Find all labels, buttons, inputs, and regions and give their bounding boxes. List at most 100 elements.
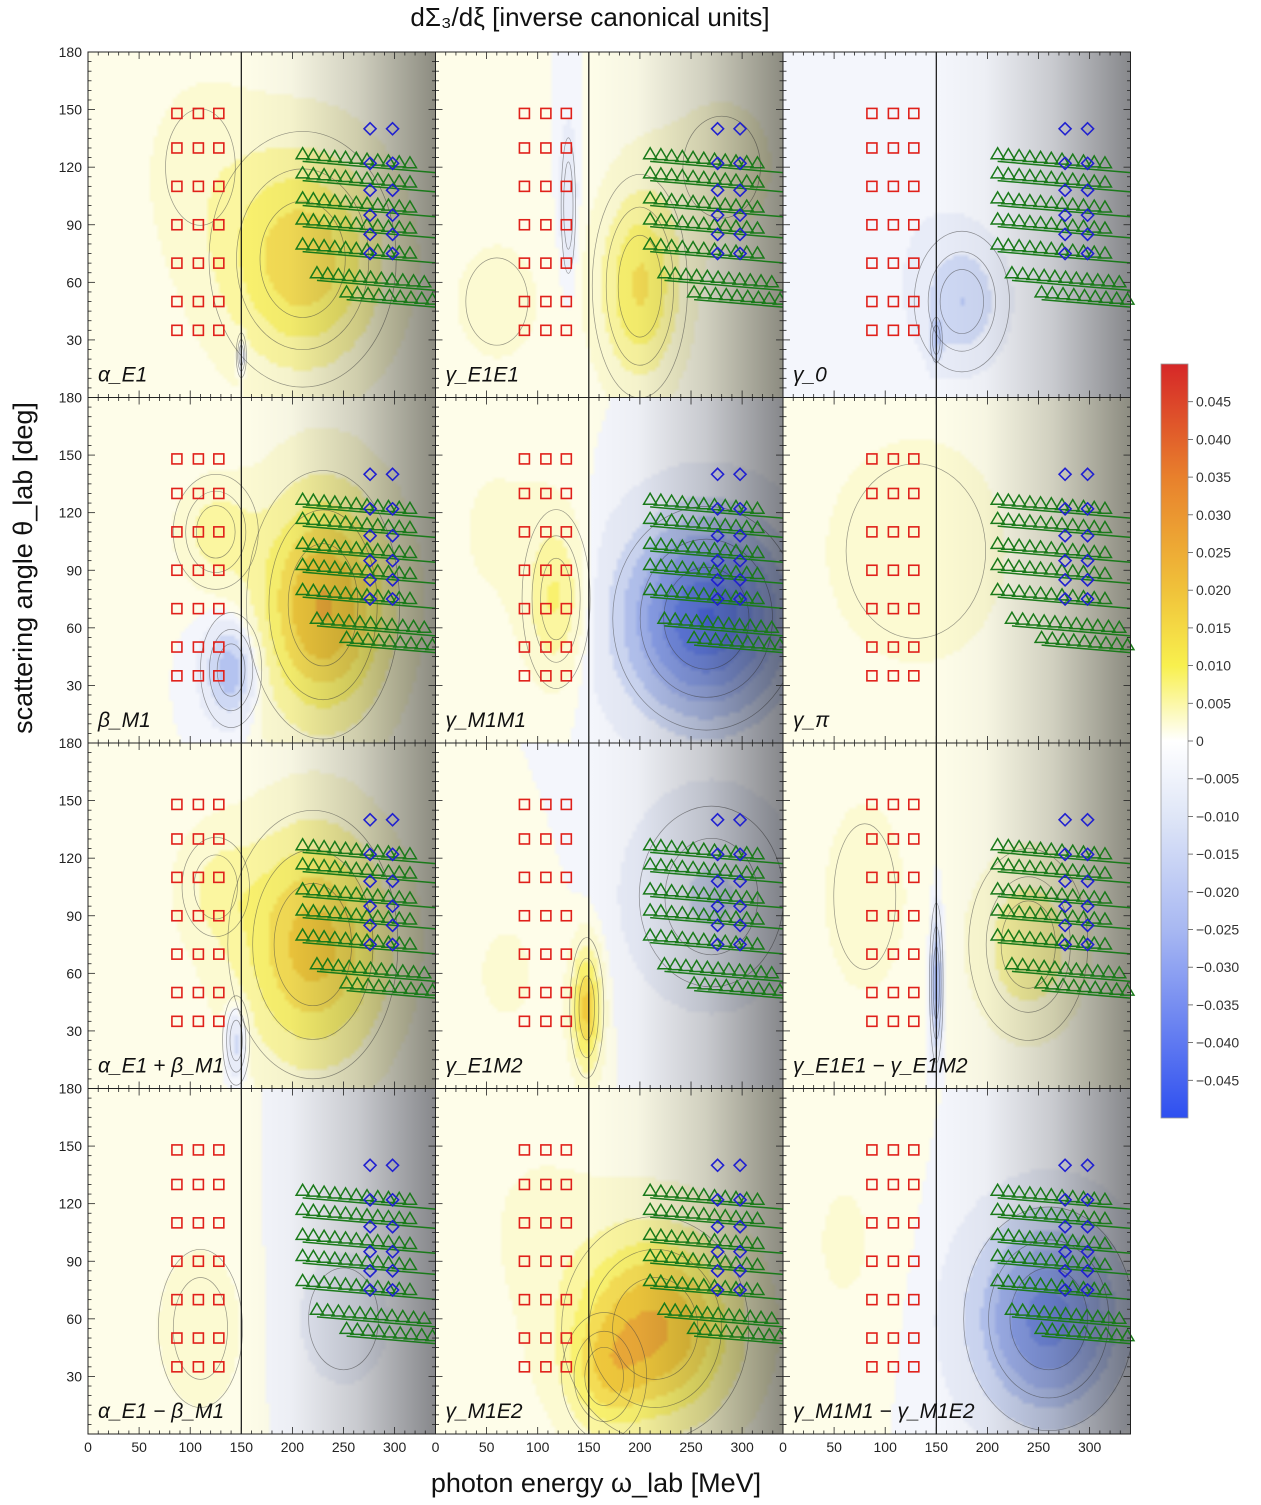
triangle-marker <box>327 1185 343 1199</box>
diamond-marker <box>1057 1263 1073 1278</box>
colorbar-tick-label: 0.020 <box>1196 582 1231 598</box>
square-marker <box>866 564 878 577</box>
square-marker <box>171 257 183 269</box>
triangle-row-line <box>650 851 784 865</box>
triangle-marker <box>373 1307 390 1321</box>
triangle-marker <box>1022 513 1038 527</box>
triangle-marker <box>359 516 375 530</box>
square-marker <box>213 1293 225 1306</box>
square-marker <box>213 602 225 615</box>
diamond-marker <box>1057 246 1073 261</box>
diamond-marker <box>732 467 748 482</box>
y-tick-label: 150 <box>59 102 83 118</box>
diamond-marker <box>362 937 378 952</box>
y-tick-label: 120 <box>59 159 83 175</box>
triangle-marker <box>706 170 723 185</box>
panel-label: α_E1 + β_M1 <box>98 1055 224 1078</box>
square-marker <box>866 295 878 308</box>
y-tick-label: 30 <box>66 332 82 348</box>
triangle-marker <box>403 1326 419 1340</box>
triangle-marker <box>294 190 311 204</box>
triangle-marker <box>739 1325 756 1339</box>
colorbar-gradient <box>1160 363 1189 1119</box>
triangle-marker <box>674 1250 691 1264</box>
triangle-marker <box>348 885 365 900</box>
triangle-marker <box>1043 841 1060 856</box>
triangle-row-line <box>1011 279 1131 292</box>
triangle-marker <box>403 289 419 304</box>
triangle-marker <box>380 172 397 186</box>
triangle-marker <box>721 616 737 630</box>
colorbar-tick-label: −0.010 <box>1196 808 1239 824</box>
square-marker <box>908 948 920 960</box>
triangle-marker <box>1004 610 1020 624</box>
square-marker <box>518 453 531 465</box>
triangle-marker <box>1000 882 1017 896</box>
triangle-marker <box>674 839 691 854</box>
triangle-marker <box>728 1209 744 1223</box>
square-marker <box>171 1361 183 1373</box>
triangle-marker <box>402 591 418 605</box>
triangle-marker <box>1064 908 1081 923</box>
triangle-marker <box>1000 166 1017 180</box>
triangle-marker <box>663 213 680 227</box>
panel: 30 60 90 120 150 180 0 50 100 150 200 250 300 α_E1 − … <box>59 1081 441 1455</box>
high-energy-shading <box>936 1088 1131 1434</box>
high-energy-shading <box>936 743 1131 1089</box>
triangle-marker <box>316 192 332 206</box>
square-marker <box>908 1361 920 1373</box>
triangle-marker <box>1043 1206 1060 1220</box>
square-marker <box>213 798 225 811</box>
triangle-marker <box>685 149 701 164</box>
triangle-marker <box>674 148 691 163</box>
triangle-marker <box>348 515 365 529</box>
square-marker <box>192 295 205 308</box>
square-marker <box>192 871 205 884</box>
triangle-marker <box>337 885 354 899</box>
square-marker <box>908 1178 920 1191</box>
triangle-marker <box>402 846 418 860</box>
triangle-marker <box>706 861 723 876</box>
triangle-marker <box>1054 1188 1070 1202</box>
x-tick-label: 200 <box>281 1439 305 1455</box>
triangle-marker <box>1097 199 1113 213</box>
y-tick-label: 30 <box>66 1368 82 1384</box>
triangle-marker <box>370 287 387 301</box>
diamond-marker <box>732 528 748 543</box>
diamond-marker <box>732 246 748 261</box>
colorbar-tick-label: 0.015 <box>1196 620 1231 636</box>
triangle-marker <box>674 1185 691 1199</box>
triangle-marker <box>1043 496 1060 510</box>
square-marker <box>560 909 573 922</box>
triangle-marker <box>685 1251 701 1265</box>
triangle-marker <box>1011 213 1027 227</box>
triangle-marker <box>749 890 766 904</box>
triangle-marker <box>695 1187 712 1201</box>
diamond-marker <box>710 1282 725 1298</box>
high-energy-shading <box>588 52 783 398</box>
triangle-marker <box>305 237 322 251</box>
diamond-marker <box>732 1282 748 1298</box>
square-marker <box>518 1217 531 1229</box>
square-marker <box>213 1015 225 1028</box>
diamond-marker <box>710 572 725 587</box>
triangle-marker <box>370 978 387 992</box>
square-marker <box>213 1178 225 1191</box>
triangle-marker <box>416 965 433 979</box>
triangle-row-line <box>316 970 436 983</box>
diamond-marker <box>710 156 725 171</box>
colorbar-tick-label: −0.020 <box>1196 884 1239 900</box>
square-marker <box>518 1255 531 1268</box>
triangle-marker <box>989 535 1006 550</box>
triangle-marker <box>294 535 311 550</box>
square-marker <box>171 1217 183 1229</box>
triangle-marker <box>369 1279 386 1293</box>
triangle-marker <box>1097 544 1113 559</box>
triangle-marker <box>706 1278 723 1292</box>
triangle-marker <box>717 1189 734 1203</box>
square-marker <box>560 526 573 538</box>
triangle-row-line <box>302 160 436 174</box>
triangle-row-line <box>1041 989 1131 999</box>
triangle-marker <box>1000 191 1017 205</box>
high-energy-shading <box>936 397 1131 743</box>
